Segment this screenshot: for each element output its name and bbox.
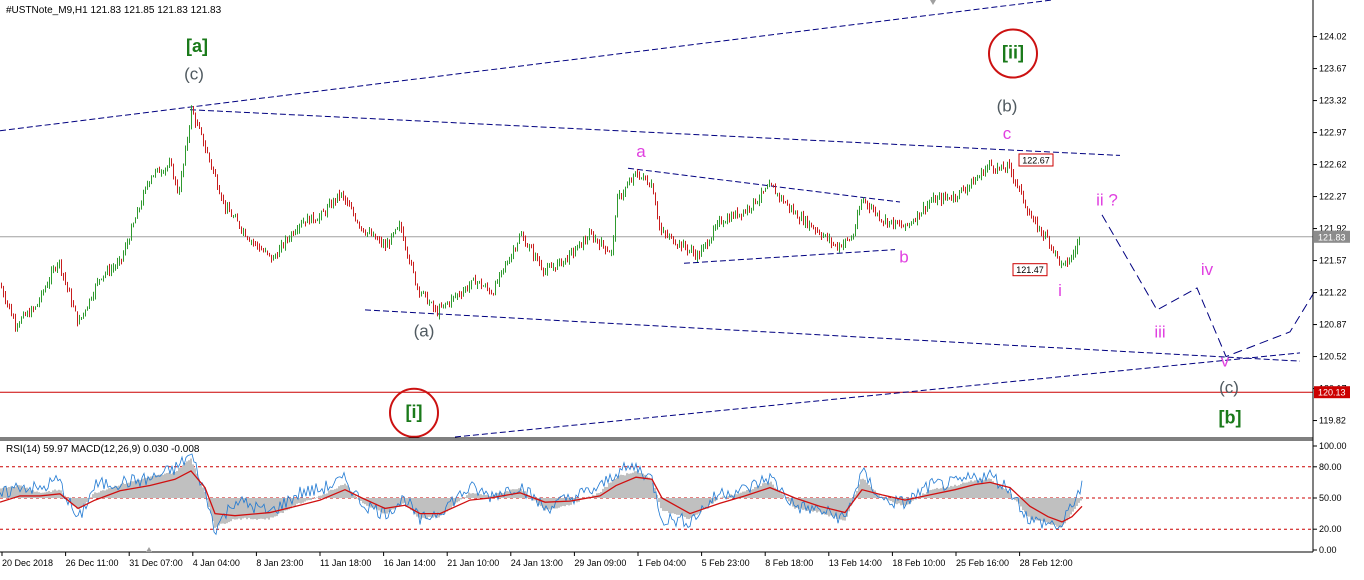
indicator-pane [0,437,1313,536]
x-tick-label: 8 Feb 18:00 [765,558,813,568]
x-tick-label: 20 Dec 2018 [2,558,53,568]
x-tick-label: 26 Dec 11:00 [66,558,119,568]
y-tick-label: 122.62 [1319,160,1347,170]
wave-projection-path [1101,214,1315,358]
wave-label: ii ? [1096,191,1118,210]
wave-label: a [636,142,646,161]
y-tick-label: 120.87 [1319,320,1347,330]
wave-label: [a] [186,36,208,56]
y-tick-label: 122.97 [1319,128,1347,138]
indicator-y-tick-label: 50.00 [1319,493,1342,503]
indicator-y-tick-label: 0.00 [1319,545,1337,555]
upper-channel-line [0,0,1053,132]
wave-label: [b] [1219,407,1242,427]
lower-channel-line [454,352,1301,438]
x-tick-label: 13 Feb 14:00 [829,558,882,568]
indicator-info: RSI(14) 59.97 MACD(12,26,9) 0.030 -0.008 [6,444,200,455]
x-tick-label: 31 Dec 07:00 [129,558,183,568]
x-tick-label: 4 Jan 04:00 [193,558,240,568]
rsi-line [0,453,1083,536]
abc-lower-line [683,249,896,264]
y-tick-label: 121.92 [1319,224,1347,234]
y-tick-label: 123.67 [1319,64,1347,74]
indicator-y-tick-label: 80.00 [1319,462,1342,472]
wave-label: iv [1201,260,1214,279]
y-tick-label: 119.82 [1319,416,1346,426]
main-pane-background [0,0,1313,437]
support-price-tag [1314,386,1350,399]
current-price-tag [1314,230,1350,243]
x-tick-label: 11 Jan 18:00 [320,558,371,568]
wave-b-resistance-line [189,109,1121,156]
x-tick-label: 16 Jan 14:00 [384,558,436,568]
symbol-info: #USTNote_M9,H1 121.83 121.85 121.83 121.… [6,5,222,16]
x-tick-label: 28 Feb 12:00 [1020,558,1073,568]
high-price-label-box [1018,153,1054,167]
price-pane: 122.67 121.47 [a] (c) [ii] (b) c a b ii ? i iv iii v (… [0,0,1315,438]
y-tick-label: 122.27 [1319,192,1347,202]
y-tick-label: 123.32 [1319,96,1347,106]
wave-label: [ii] [1002,43,1024,63]
y-tick-label: 121.57 [1319,256,1347,266]
low-price-label-box [1012,263,1048,277]
wave-label: [i] [406,402,423,422]
wave-label: (c) [1219,378,1239,397]
indicator-y-tick-label: 20.00 [1319,524,1342,534]
x-tick-label: 21 Jan 10:00 [447,558,499,568]
wave-circle-15 [389,387,439,438]
support-price-label: 120.13 [1318,388,1346,398]
period-marker-icon [930,0,936,5]
x-tick-label: 18 Feb 10:00 [892,558,945,568]
axes: 124.02 123.67 123.32 122.97 122.62 122.27 121.… [0,0,1350,568]
y-tick-label: 124.02 [1319,32,1347,42]
wave-label: iii [1154,322,1165,341]
x-tick-label: 8 Jan 23:00 [256,558,303,568]
wave-a-support-line [364,309,1301,362]
wave-label: (c) [184,65,204,84]
high-price-label: 122.67 [1022,155,1050,165]
wave-label: c [1003,124,1012,143]
wave-label: (a) [414,321,435,340]
y-tick-label: 120.52 [1319,352,1347,362]
wave-label: i [1058,281,1062,300]
y-tick-label: 121.22 [1319,288,1347,298]
low-price-label: 121.47 [1016,265,1044,275]
x-tick-label: 25 Feb 16:00 [956,558,1009,568]
x-tick-label: 5 Feb 23:00 [702,558,750,568]
indicator-y-tick-label: 100.00 [1319,441,1347,451]
wave-label: v [1221,352,1230,371]
x-tick-label: 1 Feb 04:00 [638,558,686,568]
macd-signal-line [0,470,1083,523]
wave-circle-2 [988,28,1038,79]
candles [1,105,1080,332]
current-price-label: 121.83 [1318,232,1346,242]
period-marker-icon [146,547,152,552]
x-tick-label: 29 Jan 09:00 [574,558,626,568]
x-tick-label: 24 Jan 13:00 [511,558,563,568]
abc-upper-line [627,167,901,203]
wave-label: (b) [997,97,1018,116]
wave-label: b [899,247,908,266]
